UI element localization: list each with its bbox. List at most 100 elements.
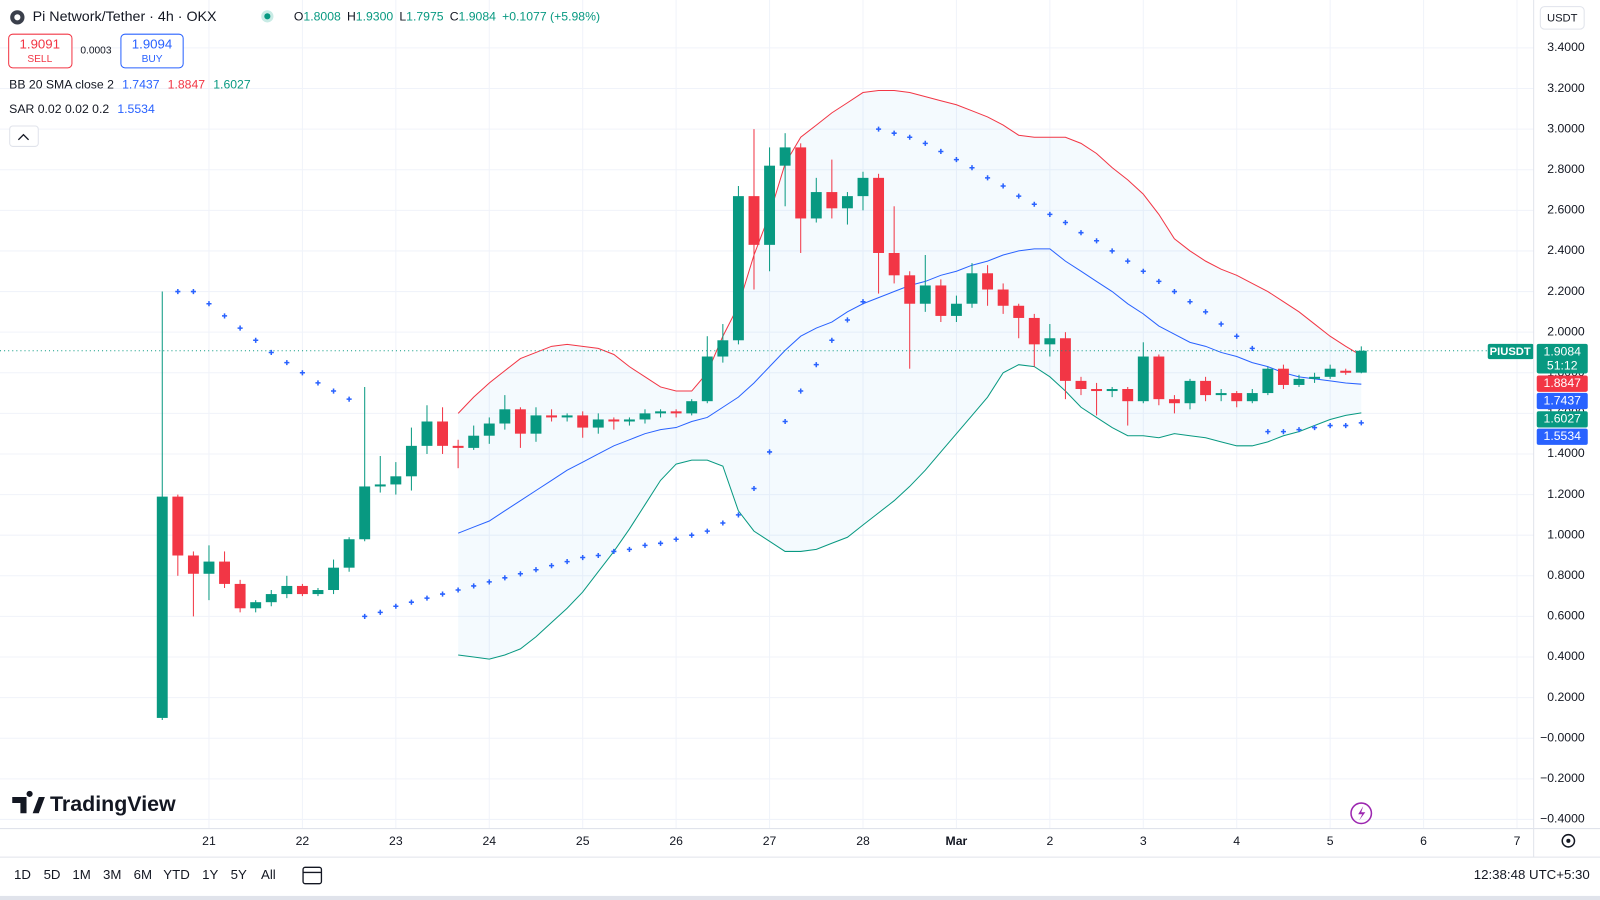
candle-body — [670, 411, 682, 414]
sar-point — [253, 337, 259, 343]
candle-body — [374, 484, 386, 487]
range-bar: 1D 5D 1M 3M 6M YTD 1Y 5Y All — [14, 867, 276, 882]
candle-body — [281, 585, 293, 595]
currency: USDT — [1547, 12, 1578, 24]
range-button[interactable]: 6M — [134, 867, 152, 882]
y-tick-label: 2.0000 — [1547, 324, 1585, 338]
settings-icon — [1566, 838, 1571, 843]
candle-body — [1262, 368, 1274, 394]
candle-body — [1137, 356, 1149, 402]
candle-body — [1122, 389, 1134, 402]
indicator-name: BB 20 SMA close 2 — [9, 78, 114, 92]
sar-point — [844, 317, 850, 323]
range-button[interactable]: 1Y — [202, 867, 218, 882]
range-button[interactable]: 3M — [103, 867, 121, 882]
ohlc-value: 1.8008 — [303, 10, 341, 24]
candle-body — [483, 423, 495, 436]
candle-body — [592, 419, 604, 428]
candle-body — [686, 401, 698, 414]
x-tick-label: Mar — [946, 834, 968, 848]
sar-point — [798, 388, 804, 394]
sar-point — [517, 571, 523, 577]
sar-point — [533, 567, 539, 573]
sar-legend[interactable]: SAR 0.02 0.02 0.2 1.5534 — [9, 102, 155, 116]
x-tick-label: 24 — [482, 834, 496, 848]
candle-body — [1028, 317, 1040, 345]
date-range-icon[interactable] — [302, 866, 323, 885]
range-button[interactable]: 1D — [14, 867, 31, 882]
candle-body — [795, 147, 807, 219]
sar-point — [829, 337, 835, 343]
x-tick-label: 26 — [669, 834, 683, 848]
candle-body — [608, 419, 620, 422]
sar-point — [299, 370, 305, 376]
logo-text: TradingView — [50, 792, 176, 816]
sar-point — [206, 301, 212, 307]
range-button[interactable]: YTD — [163, 867, 190, 882]
ohlc-key: H — [347, 10, 356, 24]
indicator-value: 1.6027 — [213, 78, 251, 92]
range-button[interactable]: All — [261, 867, 276, 882]
collapse-button[interactable] — [9, 125, 39, 147]
symbol-icon — [14, 14, 21, 21]
sar-point — [315, 380, 321, 386]
candle-body — [1075, 380, 1087, 390]
sell-button[interactable] — [8, 33, 73, 69]
y-tick-label: −0.4000 — [1540, 812, 1585, 826]
candle-body — [826, 192, 838, 209]
y-tick-label: 3.4000 — [1547, 40, 1585, 54]
sar-point — [1094, 238, 1100, 244]
y-tick-label: 0.4000 — [1547, 649, 1585, 663]
sar-point — [175, 289, 181, 295]
settings-icon[interactable] — [1561, 833, 1576, 848]
sar-point — [938, 148, 944, 155]
sar-point — [1312, 425, 1318, 431]
bb-legend[interactable]: BB 20 SMA close 2 1.7437 1.8847 1.6027 — [9, 78, 251, 92]
candle-body — [1324, 368, 1336, 377]
y-tick-label: 3.2000 — [1547, 81, 1585, 95]
x-tick-label: 22 — [296, 834, 310, 848]
candle-body — [328, 567, 339, 591]
alert-icon — [1358, 806, 1366, 821]
sar-point — [891, 130, 897, 136]
plot-area: PIUSDT — [0, 90, 1534, 720]
bb-lower-box — [1536, 411, 1588, 428]
sar-point — [1343, 423, 1349, 429]
candle-body — [1091, 389, 1103, 392]
currency-button[interactable] — [1539, 6, 1585, 30]
y-tick-label: 0.6000 — [1547, 609, 1585, 623]
y-tick-label: −0.2000 — [1540, 771, 1585, 785]
ohlc-legend: O1.8008 H1.9300 L1.7975 C1.9084 +0.1077 (+5.… — [294, 10, 600, 24]
sar-point — [876, 126, 882, 132]
range-button[interactable]: 1M — [72, 867, 90, 882]
sar-point — [1280, 429, 1286, 435]
indicator-value: 1.7437 — [122, 78, 160, 92]
x-tick-label: 6 — [1420, 834, 1427, 848]
sar-point — [549, 563, 555, 569]
ohlc-change: +0.1077 (+5.98%) — [502, 10, 600, 24]
ohlc-key: O — [294, 10, 304, 24]
candle-body — [312, 590, 324, 595]
candle-body — [1044, 338, 1056, 345]
sar-point — [751, 485, 757, 492]
candle-body — [1184, 380, 1196, 404]
candle-body — [966, 273, 978, 304]
market-status — [264, 13, 271, 20]
y-tick-label: 1.2000 — [1547, 487, 1585, 501]
last-price-box — [1536, 343, 1588, 374]
time-axis: 21 22 23 24 25 26 27 28 Mar 2 3 4 5 6 7 — [202, 834, 1520, 848]
candle-body — [888, 252, 900, 276]
candle-body — [250, 602, 262, 609]
sar-point — [564, 559, 570, 565]
range-button[interactable]: 5Y — [231, 867, 247, 882]
candle-body — [546, 415, 558, 418]
candle-body — [857, 177, 869, 197]
buy-button[interactable] — [120, 33, 184, 69]
candle-body — [717, 340, 729, 357]
range-button[interactable]: 5D — [44, 867, 61, 882]
candle-body — [1215, 393, 1227, 396]
ohlc-value: 1.9084 — [459, 10, 497, 24]
candle-body — [265, 594, 277, 603]
symbol-title[interactable]: Pi Network/Tether · 4h · OKX — [33, 9, 217, 25]
alert-icon[interactable] — [1350, 802, 1373, 825]
